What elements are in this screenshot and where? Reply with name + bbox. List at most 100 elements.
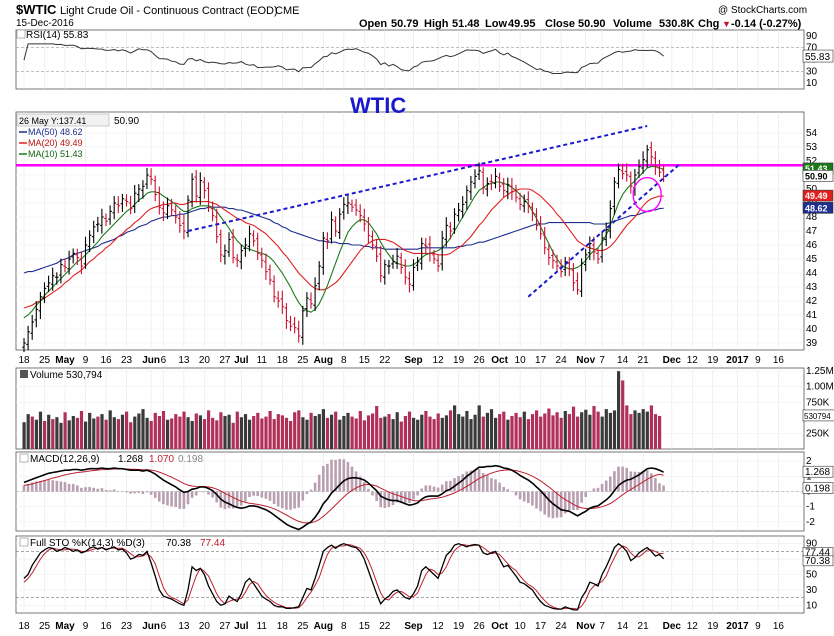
ohlc-bar [260, 247, 264, 268]
ohlc-bar [575, 272, 580, 295]
ohlc-bar [190, 173, 194, 208]
volume-bar [416, 419, 420, 449]
volume-bar [47, 414, 51, 449]
ohlc-bar [411, 259, 416, 291]
ohlc-bar [296, 320, 301, 343]
macd-hist-bar [256, 491, 259, 497]
macd-hist-bar [51, 480, 54, 492]
volume-bar [313, 415, 317, 449]
macd-hist-bar [522, 491, 526, 502]
macd-hist-bar [354, 471, 358, 492]
macd-hist-bar [596, 487, 600, 492]
ohlc-bar [243, 237, 248, 257]
macd-hist-bar [436, 487, 440, 492]
ohlc-bar [169, 198, 174, 216]
x-tick-label: Jul [234, 355, 249, 366]
macd-hist-bar [231, 491, 235, 509]
macd-hist-bar [584, 491, 587, 497]
macd-hist-bar [428, 485, 432, 492]
volume-bar [592, 406, 596, 449]
ohlc-bar [616, 163, 621, 189]
macd-hist-bar [342, 459, 346, 492]
macd-hist-bar [645, 470, 649, 492]
x-tick-label: 23 [121, 621, 133, 632]
volume-bar [412, 417, 416, 449]
macd-hist-bar [39, 480, 42, 492]
ohlc-bar [592, 236, 596, 261]
macd-hist-bar [145, 491, 149, 493]
x-tick-label: 8 [341, 355, 347, 366]
ohlc-bar [321, 231, 326, 275]
ohlc-bar [481, 167, 485, 195]
macd-hist-bar [600, 483, 604, 492]
volume-bar [325, 417, 330, 449]
macd-hist-bar [260, 491, 264, 498]
ohlc-bar [288, 315, 293, 332]
ohlc-bar [571, 263, 576, 292]
volume-bar [198, 415, 202, 449]
volume-bar [465, 410, 469, 449]
ohlc-bar [346, 194, 350, 215]
x-tick-label: Jun [142, 355, 160, 366]
ohlc-bar [227, 232, 231, 257]
x-tick-label: 12 [687, 621, 699, 632]
volume-bar [522, 411, 526, 449]
volume-bar [182, 411, 186, 449]
macd-hist-bar [215, 491, 218, 503]
volume-bar [30, 416, 34, 449]
macd-hist-bar [55, 480, 59, 492]
lower-trendline [527, 163, 681, 298]
volume-bar [301, 417, 305, 449]
volume-bar [354, 418, 358, 449]
volume-bar [621, 380, 625, 449]
ohlc-bar [530, 202, 535, 222]
volume-bar [457, 414, 461, 449]
ohlc-bar [456, 202, 461, 222]
x-tick-label: 20 [199, 355, 211, 366]
price-peek-value: 50.90 [114, 116, 139, 127]
open-label: Open [359, 18, 387, 30]
macd-hist-bar [445, 481, 448, 492]
ohlc-bar [178, 211, 182, 233]
volume-value: 530.8K [659, 18, 695, 30]
x-tick-label: Aug [314, 621, 333, 632]
x-tick-label: 13 [178, 355, 190, 366]
macd-hist-bar [96, 488, 100, 492]
volume-bar [633, 410, 637, 449]
macd-hist-bar [637, 472, 641, 492]
ohlc-bar [202, 177, 207, 199]
volume-bar [567, 414, 571, 449]
x-tick-label: Jun [142, 621, 160, 632]
ohlc-bar [46, 275, 51, 293]
macd-hist-bar [301, 491, 305, 501]
macd-hist-bar [84, 487, 87, 492]
volume-bar [617, 371, 621, 449]
ohlc-bar [555, 254, 559, 271]
panel-frame-rsi [15, 29, 805, 90]
ma50-label: MA(50) 48.62 [28, 127, 83, 137]
macd-hist-bar [580, 491, 583, 503]
macd-hist-bar [617, 466, 620, 492]
macd-label-group: MACD(12,26,9) 1.268 1.070 0.198 [19, 453, 203, 465]
price-tag-label: 49.49 [805, 191, 828, 201]
macd-hist-bar [170, 491, 173, 507]
x-tick-label: 25 [39, 621, 51, 632]
ohlc-bar [96, 216, 100, 233]
volume-bar [436, 413, 440, 449]
x-tick-label: 25 [39, 355, 51, 366]
ohlc-bar [333, 216, 338, 237]
macd-hist-bar [551, 491, 555, 519]
volume-bar [502, 411, 506, 449]
volume-bar [243, 414, 248, 449]
ohlc-bar [87, 230, 92, 253]
x-tick-label: May [55, 355, 75, 366]
volume-bar [51, 419, 55, 449]
x-tick-label: 6 [161, 621, 167, 632]
volume-bar [580, 412, 584, 449]
ohlc-bar [460, 196, 465, 218]
volume-bar [399, 421, 403, 449]
ohlc-bar [342, 197, 346, 220]
volume-bar [379, 417, 383, 449]
macd-hist-bar [268, 491, 272, 501]
